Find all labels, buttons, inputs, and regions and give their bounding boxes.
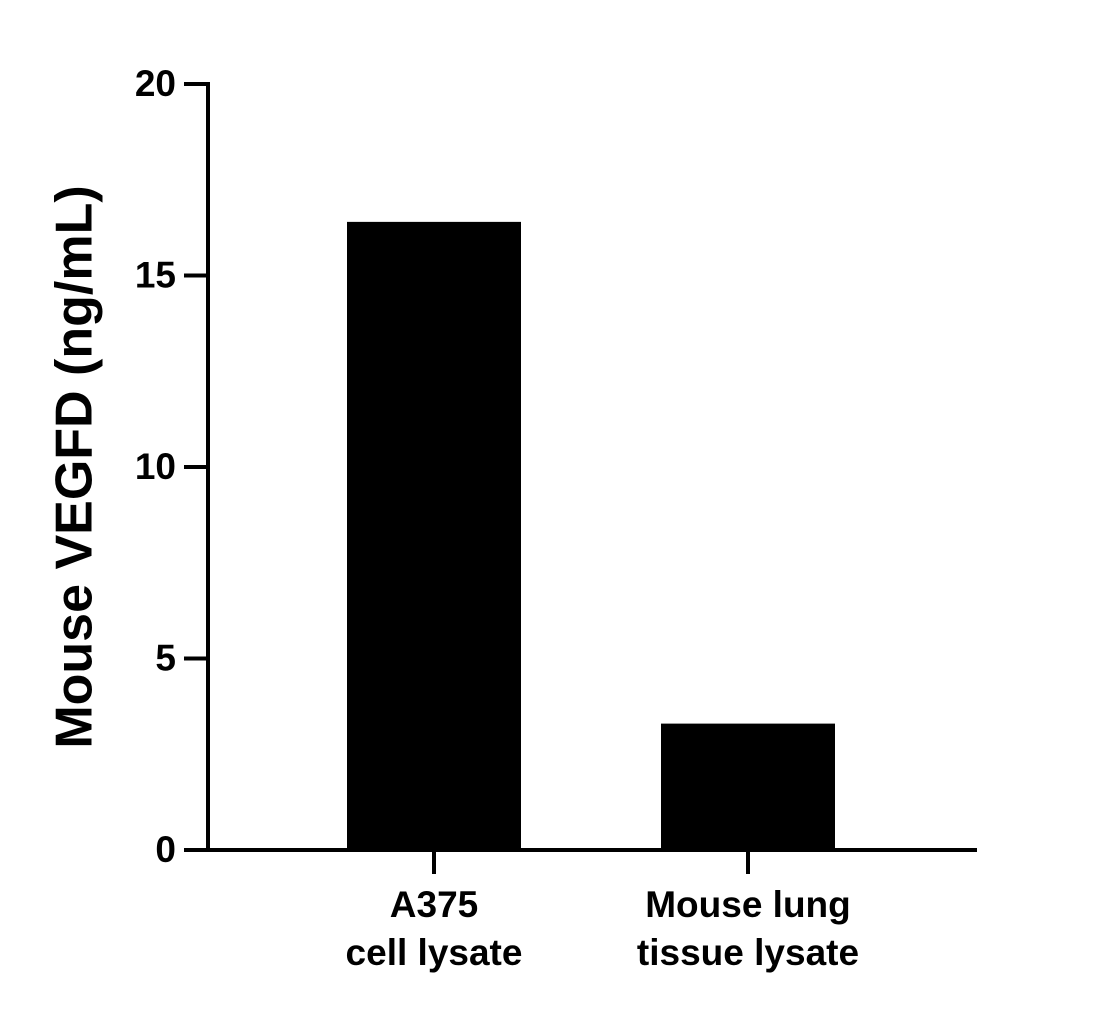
y-tick-label: 15 [135, 254, 176, 295]
y-tick-label: 20 [135, 63, 176, 104]
y-axis-label: Mouse VEGFD (ng/mL) [46, 185, 104, 748]
y-tick-label: 5 [155, 637, 176, 678]
x-tick-label: tissue lysate [637, 932, 859, 973]
bar [347, 221, 521, 850]
x-tick-label: cell lysate [346, 932, 523, 973]
x-tick-label: Mouse lung [645, 884, 851, 925]
x-tick-label: A375 [390, 884, 478, 925]
y-tick-label: 10 [135, 446, 176, 487]
bar [661, 723, 835, 850]
y-tick-label: 0 [155, 829, 176, 870]
